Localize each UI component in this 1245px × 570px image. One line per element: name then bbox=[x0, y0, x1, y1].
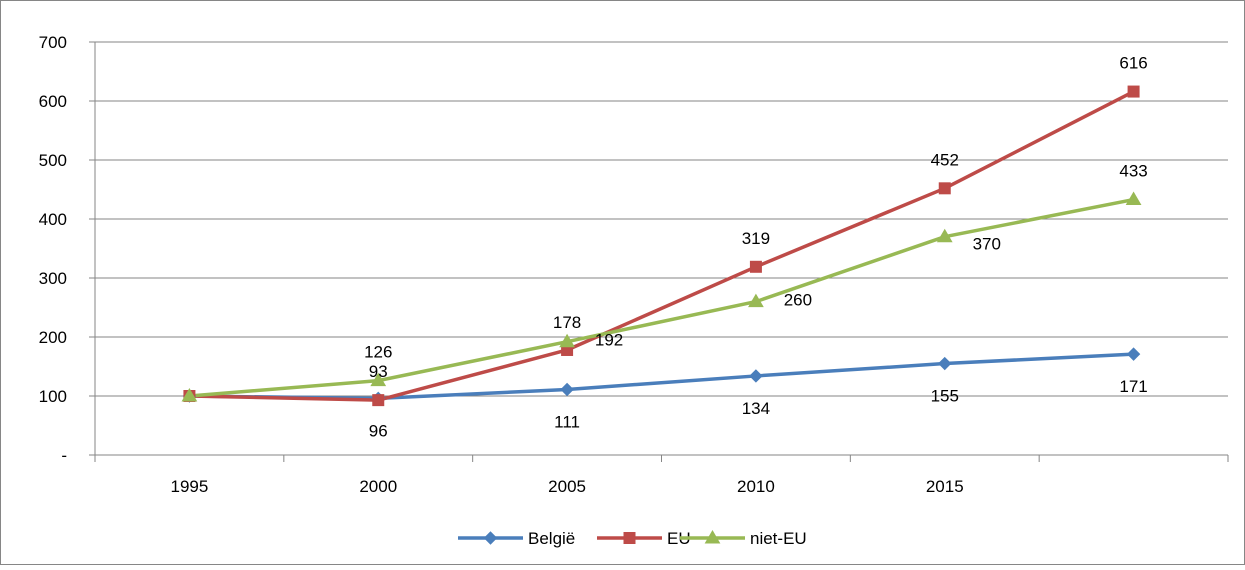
data-label: 93 bbox=[369, 362, 388, 381]
diamond-marker bbox=[938, 356, 952, 371]
data-label: 192 bbox=[595, 331, 623, 350]
triangle-marker bbox=[370, 372, 387, 387]
legend: België EU niet-EU bbox=[458, 529, 807, 548]
diamond-marker bbox=[1126, 347, 1141, 361]
square-marker bbox=[938, 182, 951, 195]
axes: - 100 200 300 400 500 600 700 1995 2000 2005 2010 20… bbox=[39, 33, 1229, 496]
y-tick-label: - bbox=[61, 446, 67, 465]
legend-label: niet-EU bbox=[750, 529, 807, 548]
data-label: 126 bbox=[364, 343, 392, 362]
square-marker bbox=[749, 260, 762, 273]
data-labels: 96 111 134 155 171 93 178 319 452 616 126 192 260 370… bbox=[364, 54, 1148, 441]
diamond-marker bbox=[483, 531, 498, 545]
data-label: 319 bbox=[742, 229, 770, 248]
data-label: 616 bbox=[1119, 54, 1147, 73]
data-label: 155 bbox=[931, 387, 959, 406]
diamond-marker bbox=[560, 382, 574, 397]
series-markers bbox=[181, 85, 1142, 407]
x-tick-label: 2000 bbox=[359, 477, 397, 496]
series-lines bbox=[189, 90, 1135, 402]
y-tick-label: 600 bbox=[39, 92, 67, 111]
series-line-1 bbox=[189, 90, 1135, 402]
data-label: 370 bbox=[973, 235, 1001, 254]
legend-label: EU bbox=[667, 529, 691, 548]
y-tick-label: 400 bbox=[39, 210, 67, 229]
y-tick-label: 500 bbox=[39, 151, 67, 170]
series-line-2 bbox=[189, 197, 1134, 398]
data-label: 134 bbox=[742, 399, 770, 418]
diamond-marker bbox=[749, 369, 763, 383]
x-tick-label: 1995 bbox=[171, 477, 209, 496]
triangle-marker bbox=[559, 333, 575, 348]
triangle-marker bbox=[181, 388, 198, 402]
triangle-marker bbox=[704, 530, 721, 544]
legend-label: België bbox=[528, 529, 575, 548]
data-label: 171 bbox=[1119, 377, 1147, 396]
data-label: 452 bbox=[931, 150, 959, 169]
triangle-marker bbox=[748, 293, 764, 308]
data-label: 111 bbox=[554, 413, 580, 432]
x-tick-label: 2005 bbox=[548, 477, 586, 496]
square-marker bbox=[623, 532, 636, 544]
data-label: 178 bbox=[553, 313, 581, 332]
y-tick-label: 200 bbox=[39, 328, 67, 347]
triangle-marker bbox=[936, 228, 953, 243]
y-tick-label: 700 bbox=[39, 33, 67, 52]
x-tick-label: 2010 bbox=[737, 477, 775, 496]
x-tick-label: 2015 bbox=[926, 477, 964, 496]
y-tick-label: 300 bbox=[39, 269, 67, 288]
square-marker bbox=[372, 394, 385, 407]
data-label: 260 bbox=[784, 291, 812, 310]
square-marker bbox=[1127, 85, 1140, 98]
triangle-marker bbox=[1125, 191, 1142, 206]
data-label: 96 bbox=[369, 421, 388, 440]
y-tick-label: 100 bbox=[39, 387, 67, 406]
data-label: 433 bbox=[1119, 162, 1147, 181]
